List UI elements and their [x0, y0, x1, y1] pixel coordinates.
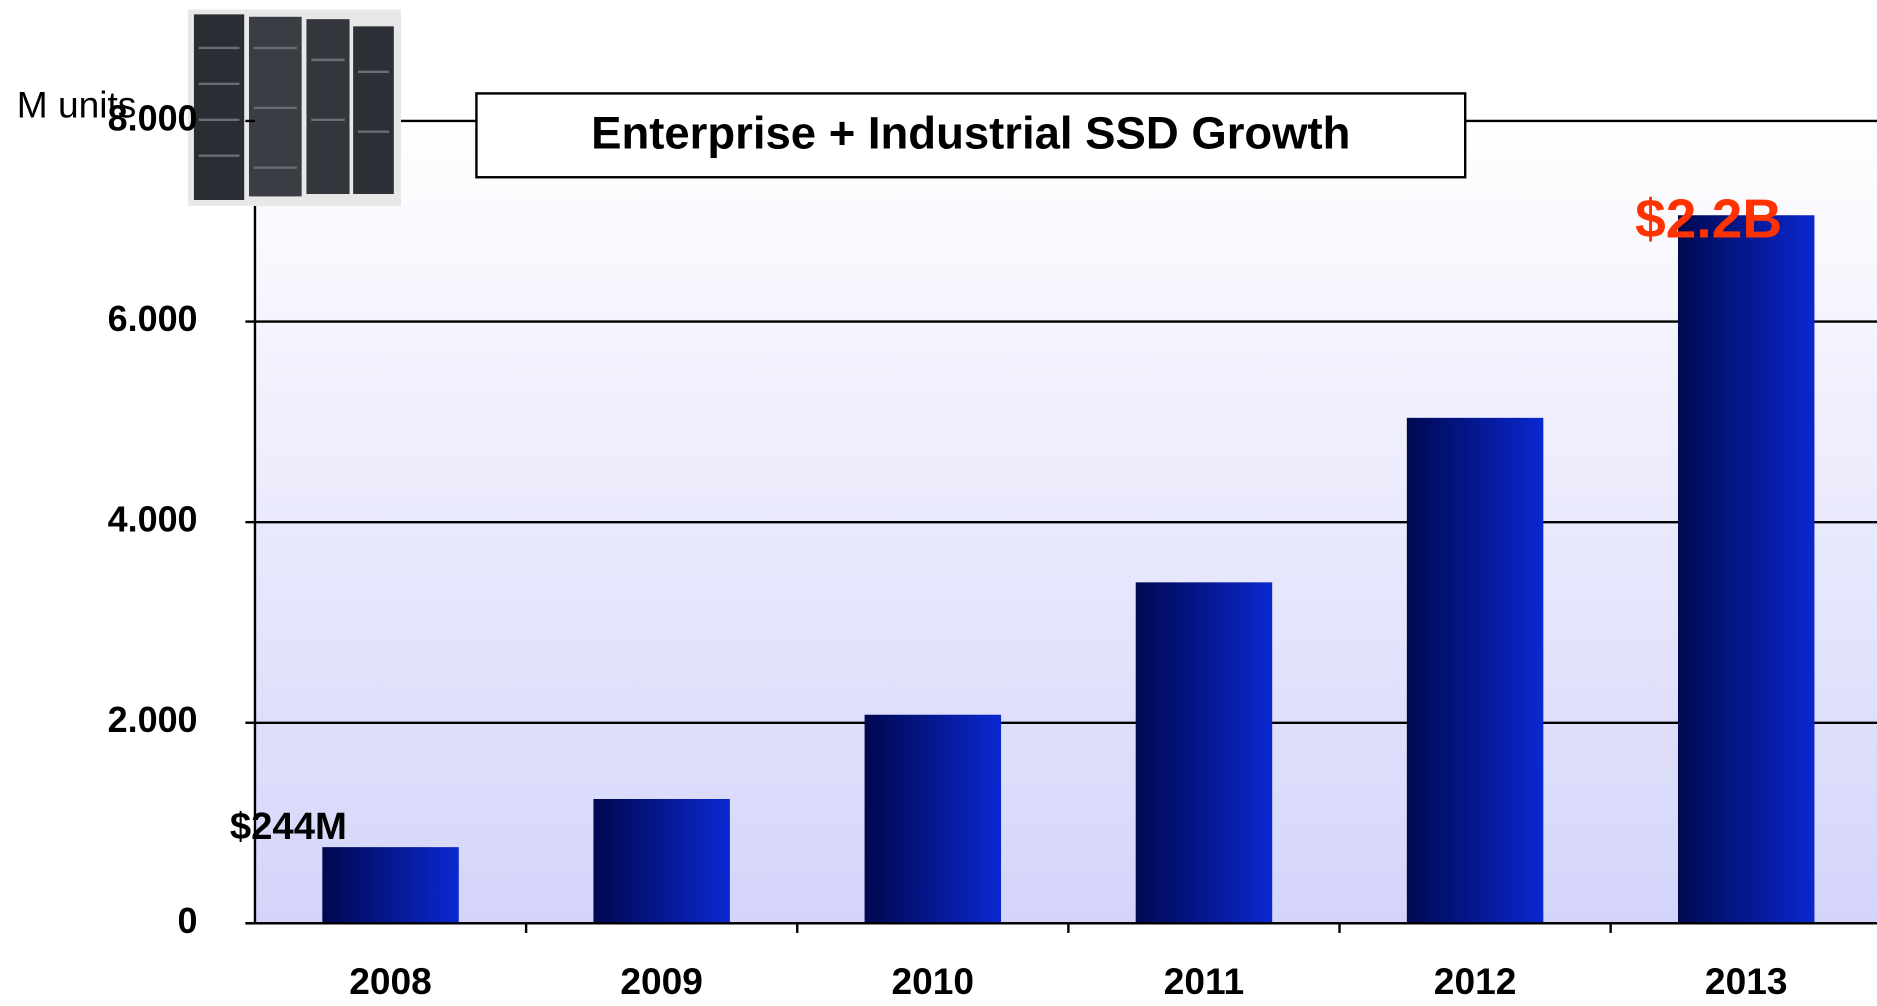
server-icon — [187, 9, 402, 206]
y-tick-label: 0 — [178, 900, 198, 941]
chart-title: Enterprise + Industrial SSD Growth — [591, 108, 1350, 159]
x-tick-label: 2012 — [1434, 960, 1517, 1002]
bar — [593, 798, 730, 924]
x-tick-label: 2010 — [892, 960, 975, 1002]
x-tick-label: 2013 — [1705, 960, 1788, 1002]
annotation: $2.2B — [1635, 187, 1782, 249]
y-axis-label: M units — [17, 84, 137, 126]
x-tick-label: 2009 — [620, 960, 703, 1002]
y-tick-label: 8.000 — [108, 97, 198, 138]
bar — [1677, 215, 1815, 924]
y-tick-label: 6.000 — [108, 298, 198, 339]
x-tick-label: 2011 — [1164, 960, 1244, 1002]
y-tick-label: 2.000 — [108, 699, 198, 740]
title-box — [475, 92, 1467, 179]
annotation: $244M — [230, 805, 347, 848]
x-tick-label: 2008 — [349, 960, 432, 1002]
y-tick-label: 4.000 — [108, 499, 198, 540]
bar — [864, 714, 1002, 924]
bar — [1406, 417, 1544, 924]
bar — [1135, 582, 1273, 924]
bars — [322, 215, 1815, 924]
bar — [322, 847, 459, 924]
